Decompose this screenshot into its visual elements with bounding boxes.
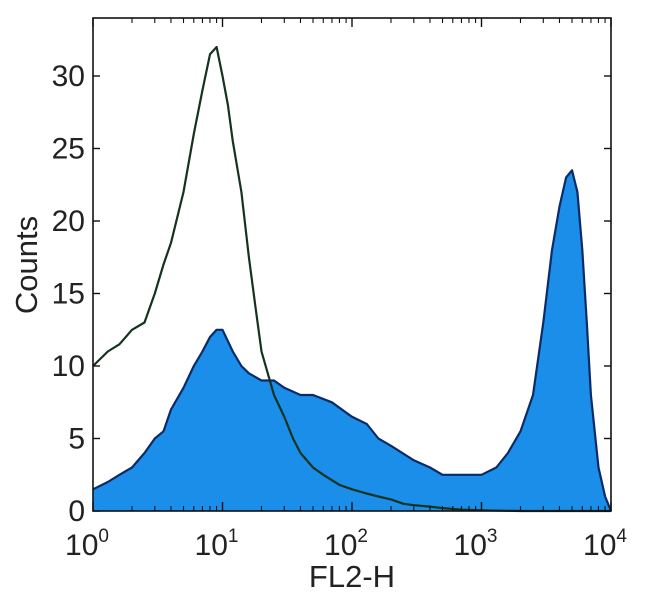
- x-tick-label: 104: [583, 526, 627, 562]
- filled-histogram-area: [93, 170, 611, 512]
- y-tick-label: 20: [52, 205, 85, 238]
- x-axis-label: FL2-H: [309, 559, 395, 594]
- x-tick-label: 103: [454, 526, 498, 562]
- outline-histogram-line: [92, 45, 611, 513]
- x-tick-label: 101: [195, 526, 239, 562]
- x-tick-label: 102: [324, 526, 368, 562]
- x-tick-label: 100: [65, 526, 109, 562]
- y-tick-label: 10: [52, 350, 85, 383]
- y-tick-label: 5: [68, 423, 85, 456]
- y-tick-label: 30: [52, 60, 85, 93]
- y-tick-label: 15: [52, 278, 85, 311]
- y-tick-label: 0: [68, 495, 85, 528]
- axis-ticks: 0 5 10 15 20 25 30 100 101 102 103 104: [52, 18, 627, 562]
- filled-histogram-edge: [92, 169, 613, 512]
- series-area-layer: [92, 45, 613, 513]
- y-tick-label: 25: [52, 133, 85, 166]
- y-axis-label: Counts: [9, 216, 44, 314]
